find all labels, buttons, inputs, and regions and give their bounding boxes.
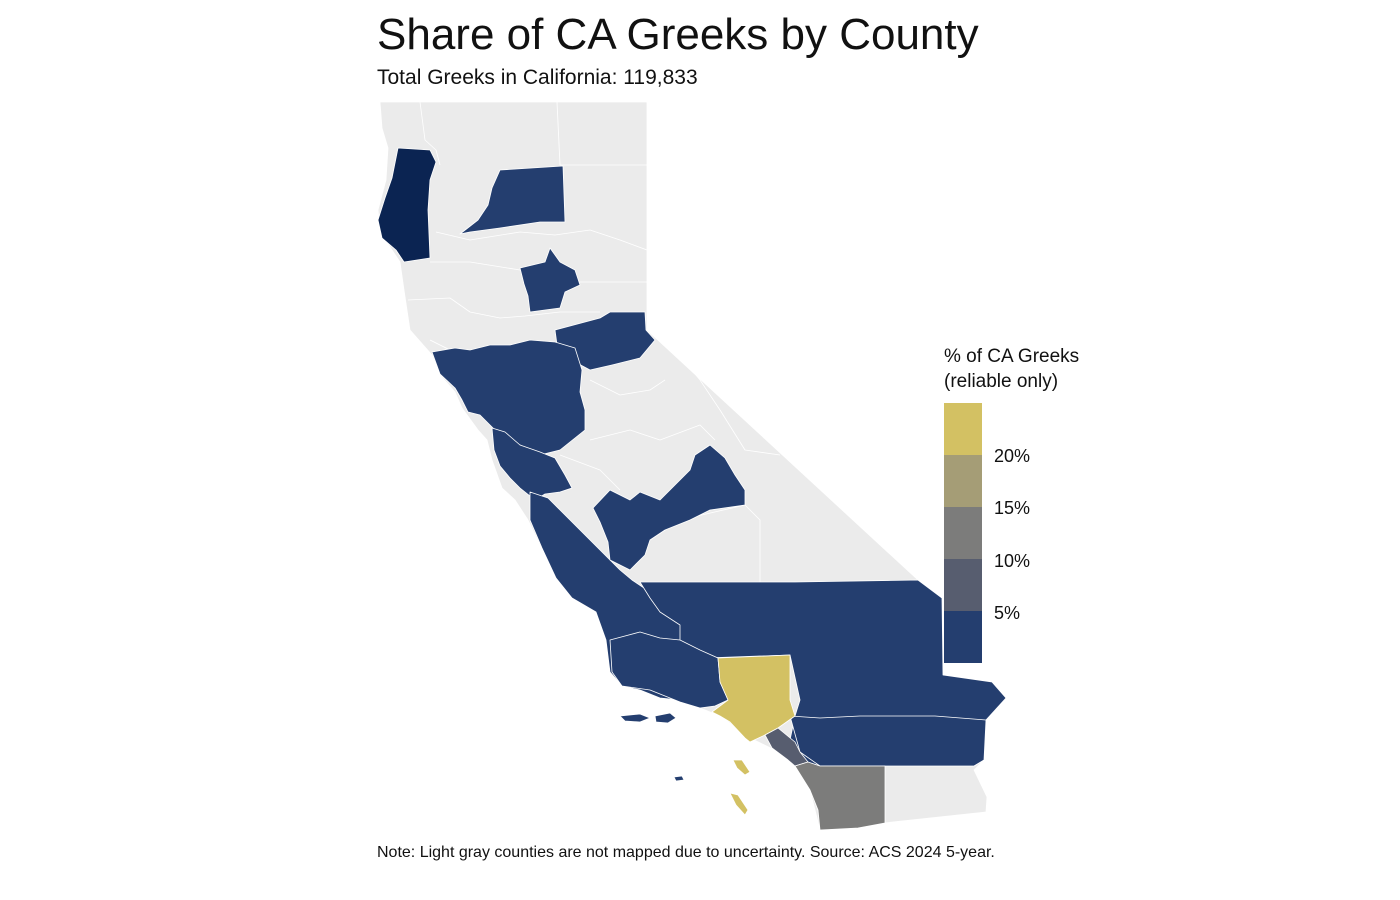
border-line	[589, 379, 666, 396]
border-line	[435, 229, 648, 251]
island-san-clemente	[729, 792, 749, 816]
island-santa-rosa	[654, 712, 677, 724]
border-line	[559, 454, 621, 491]
county-la-mainland	[711, 654, 796, 743]
border-line	[429, 339, 451, 351]
county-bayarea	[491, 427, 573, 501]
county-san-diego	[794, 761, 886, 831]
county-fresno-tulare	[592, 444, 746, 571]
island-san-nicolas	[673, 775, 685, 782]
legend-swatch-10-15	[944, 507, 982, 559]
county-riverside	[789, 715, 987, 767]
county-shasta	[459, 165, 566, 235]
mapped-counties	[431, 165, 1007, 782]
legend-swatch-15-20	[944, 455, 982, 507]
map-subtitle: Total Greeks in California: 119,833	[377, 66, 698, 89]
legend-swatch-5-10	[944, 559, 982, 611]
legend-title: % of CA Greeks (reliable only)	[944, 346, 1080, 392]
legend-label-15: 15%	[994, 498, 1031, 518]
legend-label-5: 5%	[994, 603, 1021, 623]
county-humboldt	[377, 147, 437, 263]
county-tehama	[519, 247, 581, 313]
legend-swatch-0-5	[944, 611, 982, 663]
legend-label-20: 20%	[994, 446, 1031, 466]
island-catalina	[732, 759, 751, 776]
legend-swatch-20-plus	[944, 403, 982, 455]
island-santa-cruz	[619, 713, 651, 723]
map-title: Share of CA Greeks by County	[377, 10, 979, 59]
border-line	[589, 424, 716, 441]
border-line	[419, 101, 441, 166]
county-los-angeles	[711, 654, 796, 816]
border-line	[674, 349, 781, 456]
border-line	[407, 297, 600, 319]
map-note: Note: Light gray counties are not mapped…	[377, 844, 995, 861]
county-northbay	[431, 339, 586, 456]
legend-label-10: 10%	[994, 551, 1031, 571]
border-line	[556, 101, 647, 166]
